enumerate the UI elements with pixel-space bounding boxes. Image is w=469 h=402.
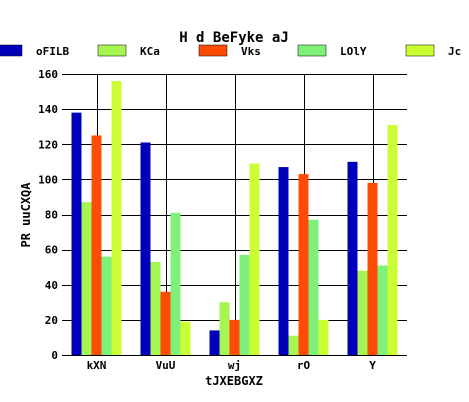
legend-swatch-Jc — [405, 44, 435, 57]
y-axis-label: PR uuCXQA — [19, 182, 33, 248]
bar-KCa-wj — [219, 302, 230, 355]
x-tick-label: wj — [228, 359, 241, 372]
bar-oFILB-VuU — [140, 142, 151, 355]
y-tick-label: 120 — [38, 138, 58, 151]
bar-Jc-rO — [318, 319, 329, 355]
legend-swatch-oFILB — [0, 44, 23, 57]
bar-oFILB-rO — [278, 167, 289, 355]
x-axis-label: tJXEBGXZ — [205, 374, 263, 388]
bars — [71, 81, 398, 356]
bar-Jc-Y — [387, 124, 398, 356]
bar-KCa-kXN — [81, 202, 92, 355]
bar-Jc-wj — [249, 163, 260, 355]
y-tick-label: 40 — [45, 279, 58, 292]
bar-LOlY-wj — [239, 254, 250, 355]
bar-LOlY-VuU — [170, 212, 181, 355]
bar-oFILB-wj — [209, 330, 220, 355]
bar-Vks-Y — [367, 182, 378, 355]
y-axis-ticks: 0 20 40 60 80 100 120 140 160 — [38, 68, 58, 362]
y-tick-label: 100 — [38, 173, 58, 186]
bar-Jc-VuU — [180, 321, 191, 355]
bar-Vks-wj — [229, 319, 240, 355]
bar-Vks-VuU — [160, 291, 171, 355]
bar-KCa-VuU — [150, 261, 161, 355]
bar-Vks-rO — [298, 174, 309, 355]
x-tick-label: VuU — [156, 359, 176, 372]
legend-label-oFILB: oFILB — [36, 45, 69, 58]
legend-label-LOlY: LOlY — [340, 45, 367, 58]
bar-LOlY-kXN — [101, 256, 112, 355]
legend: oFILB KCa Vks LOlY Jc — [0, 44, 461, 58]
bar-KCa-Y — [357, 270, 368, 355]
bar-oFILB-kXN — [71, 112, 82, 355]
y-tick-label: 160 — [38, 68, 58, 81]
x-axis-ticks: kXN VuU wj rO Y — [87, 359, 377, 372]
bar-Vks-kXN — [91, 135, 102, 355]
legend-label-KCa: KCa — [140, 45, 160, 58]
bar-LOlY-Y — [377, 265, 388, 355]
x-tick-label: kXN — [87, 359, 107, 372]
y-tick-label: 20 — [45, 314, 58, 327]
x-tick-label: Y — [369, 359, 376, 372]
legend-swatch-Vks — [198, 44, 228, 57]
y-tick-label: 80 — [45, 209, 58, 222]
bar-oFILB-Y — [347, 161, 358, 355]
bar-Jc-kXN — [111, 81, 122, 356]
y-tick-label: 140 — [38, 103, 58, 116]
bar-KCa-rO — [288, 335, 299, 355]
legend-label-Jc: Jc — [448, 45, 461, 58]
x-tick-label: rO — [297, 359, 311, 372]
legend-swatch-KCa — [97, 44, 127, 57]
legend-swatch-LOlY — [297, 44, 327, 57]
y-tick-label: 0 — [51, 349, 58, 362]
chart-title: H d BeFyke aJ — [179, 30, 289, 46]
legend-label-Vks: Vks — [241, 45, 261, 58]
bar-LOlY-rO — [308, 219, 319, 355]
y-tick-label: 60 — [45, 244, 58, 257]
